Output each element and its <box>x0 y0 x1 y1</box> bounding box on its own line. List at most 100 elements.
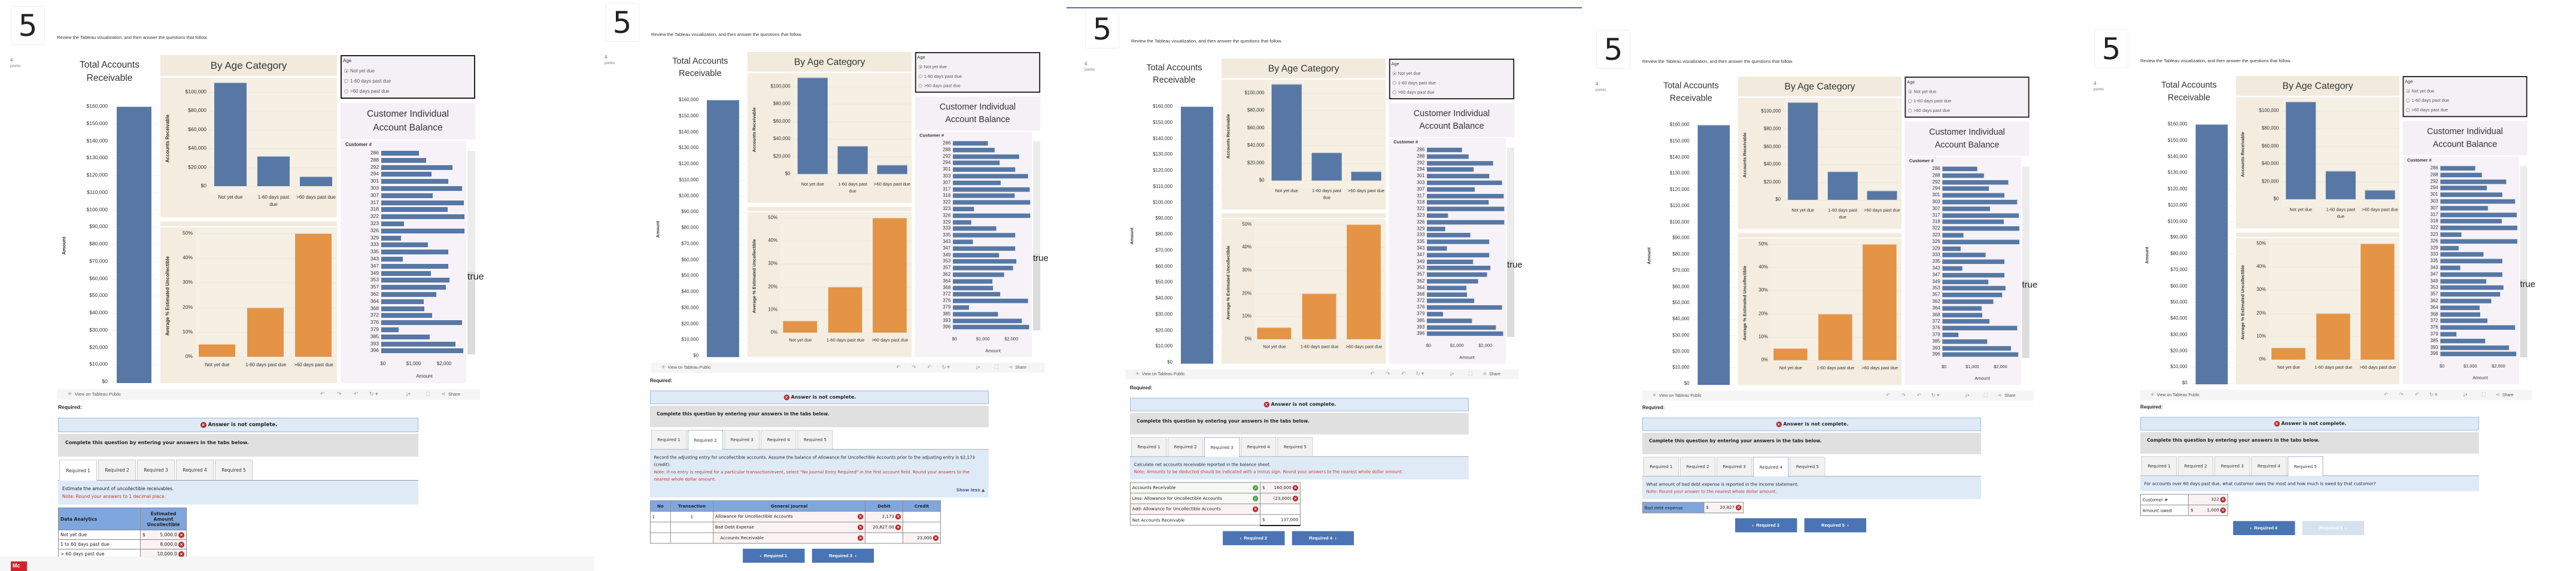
radio-icon[interactable] <box>2406 89 2410 93</box>
scrollbar-track[interactable]: true <box>467 151 484 354</box>
amount-input[interactable]: 10,000.0 <box>157 551 177 557</box>
amount-input[interactable]: 5,000.0 <box>160 531 177 537</box>
account-name[interactable]: Bad Debt Expense <box>715 524 754 530</box>
next-button[interactable]: Required 3 › <box>812 548 874 563</box>
tab-required-4[interactable]: Required 4 <box>176 460 214 480</box>
undo-icon[interactable]: ↶ <box>2384 391 2388 397</box>
age-option-2[interactable]: >60 days past due <box>1392 90 1435 95</box>
download-icon[interactable]: ⤓▾ <box>1450 370 1454 377</box>
tab-required-4[interactable]: Required 4 <box>2251 456 2287 476</box>
radio-icon[interactable] <box>918 84 922 88</box>
scrollbar-track[interactable]: true <box>2520 166 2535 357</box>
radio-icon[interactable] <box>1908 89 1912 94</box>
view-on-tableau-link[interactable]: View on Tableau Public <box>75 391 121 397</box>
account-name[interactable]: Accounts Receivable <box>720 535 764 540</box>
tab-required-2[interactable]: Required 2 <box>2177 456 2214 476</box>
amount-input[interactable]: 160,000 <box>1274 485 1292 490</box>
refresh-icon[interactable]: ↻ ▾ <box>2429 391 2438 397</box>
revert-icon[interactable]: ↶ <box>927 364 932 370</box>
debit-value[interactable]: 20,827.00 <box>873 524 895 530</box>
tab-required-1[interactable]: Required 1 <box>59 460 97 481</box>
prev-button[interactable]: ‹ Required 3 <box>1734 518 1797 533</box>
tab-required-5[interactable]: Required 5 <box>2288 456 2323 476</box>
radio-icon[interactable] <box>1908 108 1912 113</box>
tab-required-3[interactable]: Required 3 <box>137 460 175 480</box>
revert-icon[interactable]: ↶ <box>2414 391 2419 397</box>
fullscreen-icon[interactable]: ⛶ <box>2481 391 2486 397</box>
download-icon[interactable]: ⤓▾ <box>1965 392 1970 398</box>
undo-icon[interactable]: ↶ <box>1886 392 1890 398</box>
age-option-1[interactable]: 1-60 days past due <box>344 78 391 84</box>
radio-icon[interactable] <box>344 89 348 93</box>
share-icon[interactable]: ⋖ <box>1008 364 1013 370</box>
age-option-2[interactable]: >60 days past due <box>2406 108 2448 113</box>
download-icon[interactable]: ⤓▾ <box>406 391 411 397</box>
age-option-0[interactable]: Not yet due <box>344 68 375 74</box>
tab-required-1[interactable]: Required 1 <box>2141 456 2177 476</box>
age-option-1[interactable]: 1-60 days past due <box>2406 98 2449 103</box>
amount-cell[interactable]: (23,000) × <box>1260 493 1301 505</box>
account-name[interactable]: Allowance for Uncollectible Accounts <box>715 514 793 519</box>
row-label[interactable]: Less: Allowance for Uncollectible Accoun… <box>1132 496 1222 501</box>
radio-icon[interactable] <box>2406 98 2410 103</box>
prev-button[interactable]: ‹ Required 4 <box>2232 521 2295 536</box>
tab-required-2[interactable]: Required 2 <box>1167 437 1204 457</box>
amount-input[interactable]: 1,000 <box>2207 507 2219 513</box>
share-button[interactable]: Share <box>2502 392 2514 397</box>
scrollbar-track[interactable]: true <box>1506 147 1523 338</box>
redo-icon[interactable]: ↷ <box>1901 392 1906 398</box>
tab-required-5[interactable]: Required 5 <box>797 430 833 449</box>
undo-icon[interactable]: ↶ <box>1370 370 1375 377</box>
amount-cell[interactable]: $160,000 × <box>1260 482 1301 494</box>
tab-required-3[interactable]: Required 3 <box>724 430 760 449</box>
download-icon[interactable]: ⤓▾ <box>976 364 980 370</box>
prev-button[interactable]: ‹ Required 1 <box>742 548 805 563</box>
prev-button[interactable]: ‹ Required 2 <box>1222 530 1285 545</box>
tab-required-3[interactable]: Required 3 <box>1204 437 1240 457</box>
share-icon[interactable]: ⋖ <box>2495 391 2500 397</box>
age-option-0[interactable]: Not yet due <box>918 64 947 69</box>
age-option-1[interactable]: 1-60 days past due <box>918 74 962 79</box>
amount-cell[interactable]: $20,827 × <box>1703 502 1744 514</box>
redo-icon[interactable]: ↷ <box>2399 391 2404 397</box>
age-option-2[interactable]: >60 days past due <box>1908 108 1950 113</box>
tab-required-1[interactable]: Required 1 <box>1131 437 1167 457</box>
age-option-1[interactable]: 1-60 days past due <box>1908 99 1951 104</box>
view-on-tableau-link[interactable]: View on Tableau Public <box>667 365 711 370</box>
amount-cell[interactable]: $1,000 × <box>2188 505 2228 517</box>
age-option-0[interactable]: Not yet due <box>2406 89 2434 93</box>
scrollbar-track[interactable]: true <box>2022 166 2037 358</box>
radio-icon[interactable] <box>344 69 348 73</box>
amount-input[interactable]: 8,000.0 <box>160 541 177 547</box>
credit-input[interactable]: 23,000 × <box>903 532 941 544</box>
share-button[interactable]: Share <box>1489 371 1500 377</box>
amount-input[interactable]: (23,000) <box>1273 496 1292 501</box>
amount-cell[interactable]: $137,000 <box>1260 514 1301 526</box>
fullscreen-icon[interactable]: ⛶ <box>426 391 430 397</box>
radio-icon[interactable] <box>344 79 348 83</box>
tab-required-4[interactable]: Required 4 <box>1241 437 1277 457</box>
view-on-tableau-link[interactable]: View on Tableau Public <box>1658 393 1702 398</box>
refresh-icon[interactable]: ↻ ▾ <box>369 391 378 397</box>
credit-input[interactable] <box>903 521 941 533</box>
amount-cell[interactable]: 322 × <box>2188 494 2228 506</box>
refresh-icon[interactable]: ↻ ▾ <box>1415 370 1424 377</box>
share-button[interactable]: Share <box>448 391 461 397</box>
row-label[interactable]: Add: Allowance for Uncollectible Account… <box>1132 506 1221 512</box>
redo-icon[interactable]: ↷ <box>912 364 916 370</box>
next-button[interactable]: Required 5 › <box>1804 518 1866 533</box>
amount-cell[interactable] <box>1260 503 1301 515</box>
amount-cell[interactable]: $5,000.0 × <box>140 530 187 540</box>
view-on-tableau-link[interactable]: View on Tableau Public <box>2156 392 2200 397</box>
radio-icon[interactable] <box>1392 71 1396 75</box>
undo-icon[interactable]: ↶ <box>320 391 325 397</box>
radio-icon[interactable] <box>1392 81 1396 85</box>
tab-required-5[interactable]: Required 5 <box>1277 437 1313 457</box>
radio-icon[interactable] <box>1392 90 1396 95</box>
share-button[interactable]: Share <box>2004 393 2016 398</box>
debit-input[interactable] <box>865 532 904 544</box>
refresh-icon[interactable]: ↻ ▾ <box>1931 392 1940 398</box>
age-option-2[interactable]: >60 days past due <box>344 89 390 94</box>
download-icon[interactable]: ⤓▾ <box>2463 391 2468 397</box>
age-option-2[interactable]: >60 days past due <box>918 83 961 88</box>
